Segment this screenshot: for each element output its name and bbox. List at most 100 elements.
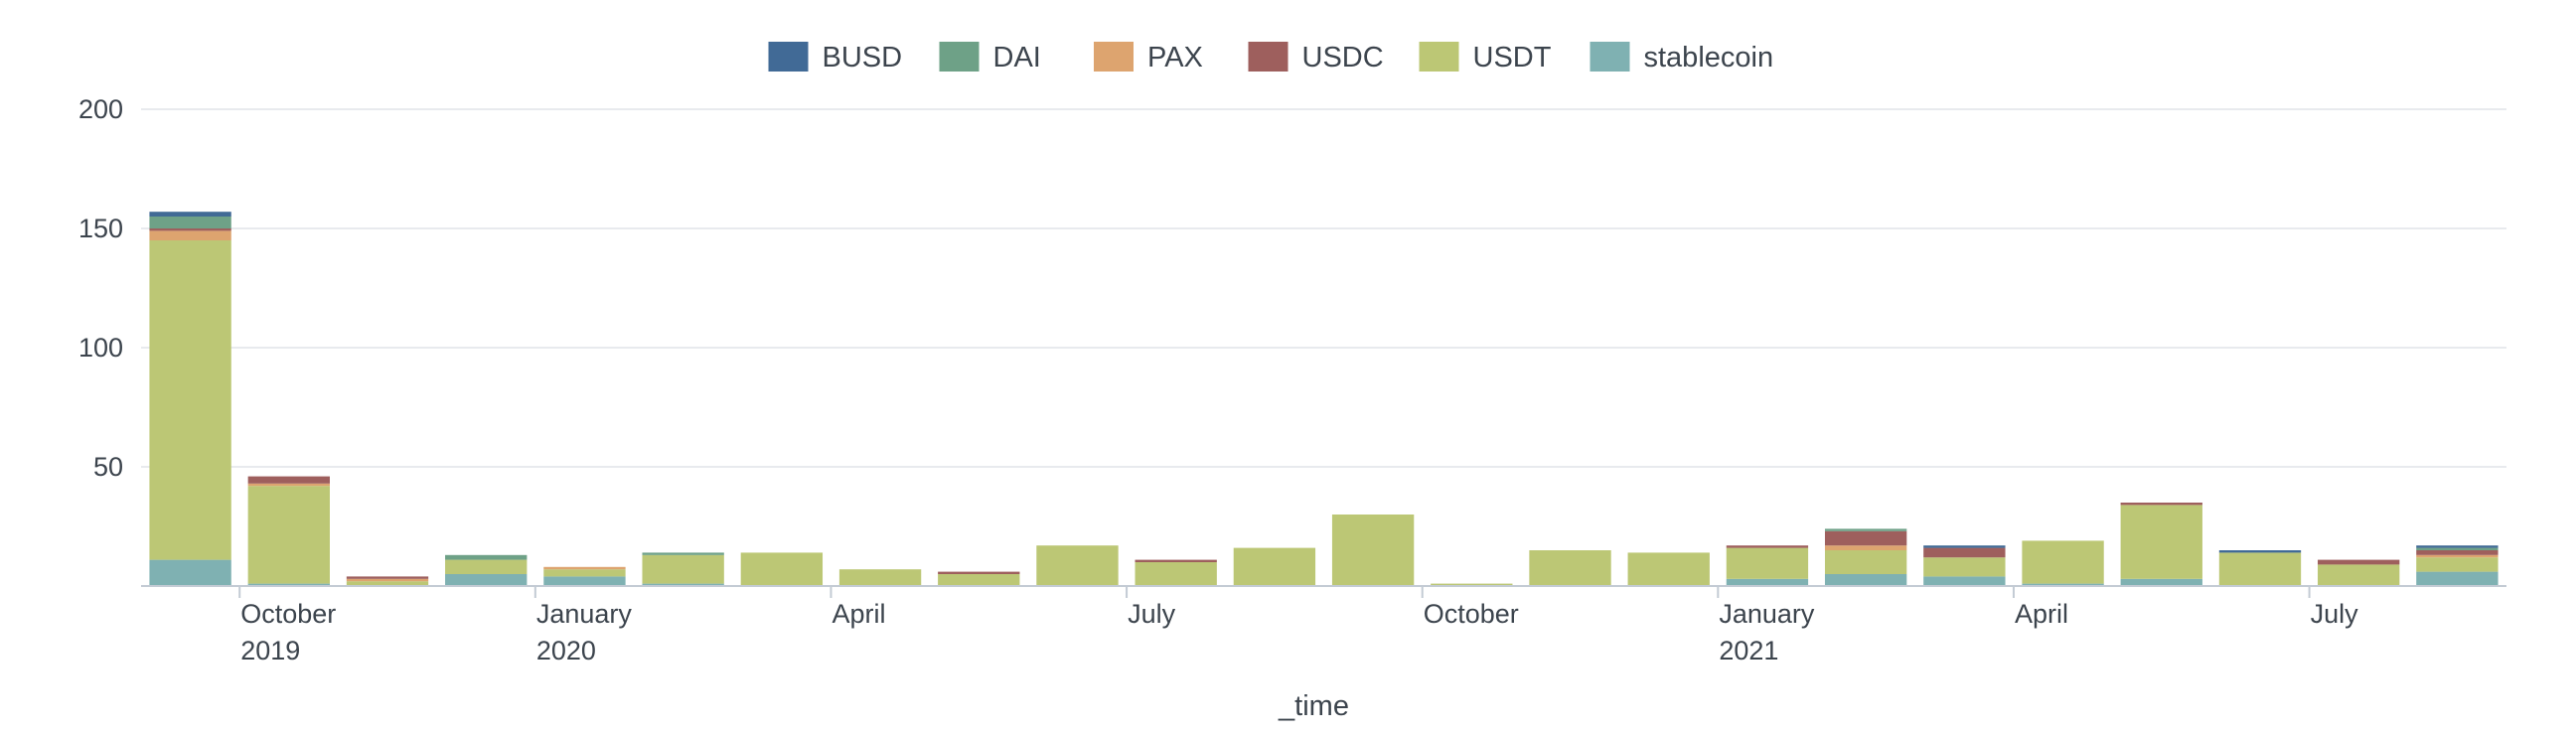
- bar-segment-dai[interactable]: [1824, 528, 1907, 531]
- bar-segment-busd[interactable]: [2218, 550, 2302, 553]
- legend-item-busd[interactable]: BUSD: [768, 42, 903, 74]
- legend-item-dai[interactable]: DAI: [939, 42, 1041, 74]
- bar-segment-usdt[interactable]: [2318, 564, 2400, 586]
- bar-stack-2020-11[interactable]: [1529, 550, 1611, 586]
- bar-stack-2020-02[interactable]: [642, 552, 724, 586]
- bar-segment-usdt[interactable]: [149, 240, 231, 560]
- bar-stack-2019-11[interactable]: [346, 576, 429, 586]
- bar-segment-usdt[interactable]: [1135, 562, 1217, 586]
- bar-segment-pax[interactable]: [2416, 554, 2499, 558]
- bar-segment-stablecoin[interactable]: [445, 574, 528, 586]
- bar-segment-pax[interactable]: [149, 230, 231, 240]
- bar-stack-2020-06[interactable]: [1036, 545, 1119, 586]
- bar-segment-pax[interactable]: [346, 578, 429, 582]
- bars: [149, 212, 2499, 586]
- x-tick-label: July: [1128, 599, 1176, 629]
- bar-segment-dai[interactable]: [642, 552, 724, 555]
- bar-segment-usdt[interactable]: [938, 574, 1020, 586]
- x-tick-label: October: [240, 599, 336, 629]
- bar-segment-usdt[interactable]: [1036, 545, 1119, 586]
- legend-item-usdt[interactable]: USDT: [1419, 42, 1552, 74]
- bar-segment-usdt[interactable]: [642, 554, 724, 584]
- bar-segment-usdc[interactable]: [2416, 550, 2499, 555]
- bar-segment-stablecoin[interactable]: [642, 583, 724, 586]
- bar-segment-usdt[interactable]: [740, 552, 824, 586]
- bar-stack-2020-07[interactable]: [1135, 559, 1217, 586]
- legend-item-pax[interactable]: PAX: [1094, 42, 1203, 74]
- bar-segment-busd[interactable]: [149, 212, 231, 217]
- bar-stack-2020-08[interactable]: [1233, 547, 1316, 586]
- bar-segment-usdc[interactable]: [1923, 547, 2006, 558]
- bar-stack-2021-03[interactable]: [1923, 545, 2006, 586]
- bar-segment-usdt[interactable]: [2022, 540, 2104, 584]
- bar-segment-usdc[interactable]: [2120, 503, 2202, 506]
- bar-stack-2021-08[interactable]: [2416, 545, 2499, 586]
- legend-item-stablecoin[interactable]: stablecoin: [1590, 42, 1774, 74]
- bar-stack-2021-07[interactable]: [2318, 559, 2400, 586]
- bar-segment-busd[interactable]: [2416, 545, 2499, 548]
- bar-segment-stablecoin[interactable]: [1726, 578, 1809, 586]
- bar-stack-2021-05[interactable]: [2120, 503, 2202, 586]
- bar-segment-usdc[interactable]: [1824, 530, 1907, 546]
- bar-segment-usdt[interactable]: [1331, 515, 1415, 586]
- bar-segment-usdt[interactable]: [1529, 550, 1611, 586]
- bar-stack-2019-12[interactable]: [445, 554, 528, 586]
- bar-segment-pax[interactable]: [247, 483, 330, 487]
- bar-segment-usdt[interactable]: [2120, 505, 2202, 579]
- bar-stack-2020-03[interactable]: [740, 552, 824, 586]
- bar-segment-dai[interactable]: [149, 217, 231, 228]
- bar-segment-usdt[interactable]: [2416, 557, 2499, 572]
- bar-stack-2021-02[interactable]: [1824, 528, 1907, 586]
- bar-stack-2020-10[interactable]: [1431, 583, 1513, 586]
- bar-segment-pax[interactable]: [1824, 545, 1907, 550]
- bar-segment-usdt[interactable]: [543, 569, 626, 577]
- legend-item-usdc[interactable]: USDC: [1248, 42, 1384, 74]
- bar-segment-stablecoin[interactable]: [1923, 576, 2006, 586]
- bar-segment-stablecoin[interactable]: [149, 559, 231, 586]
- bar-segment-usdt[interactable]: [346, 581, 429, 586]
- bar-stack-2021-01[interactable]: [1726, 545, 1809, 586]
- bar-segment-stablecoin[interactable]: [543, 576, 626, 586]
- legend-label: BUSD: [823, 42, 903, 74]
- bar-stack-2020-12[interactable]: [1627, 552, 1710, 586]
- bar-segment-usdc[interactable]: [1726, 545, 1809, 548]
- bar-segment-dai[interactable]: [2416, 547, 2499, 550]
- bar-stack-2020-04[interactable]: [838, 569, 922, 586]
- legend-swatch: [1094, 42, 1134, 72]
- bar-segment-stablecoin[interactable]: [2120, 578, 2202, 586]
- bar-segment-usdt[interactable]: [1726, 547, 1809, 579]
- bar-stack-2020-05[interactable]: [938, 571, 1020, 586]
- bar-segment-stablecoin[interactable]: [2022, 583, 2104, 586]
- bar-segment-stablecoin[interactable]: [1824, 574, 1907, 586]
- bar-segment-usdc[interactable]: [938, 571, 1020, 574]
- bar-segment-usdc[interactable]: [149, 228, 231, 231]
- legend-swatch: [768, 42, 809, 72]
- bar-segment-usdc[interactable]: [1135, 559, 1217, 562]
- bar-segment-stablecoin[interactable]: [247, 583, 330, 586]
- bar-segment-busd[interactable]: [1923, 545, 2006, 548]
- bar-segment-dai[interactable]: [445, 554, 528, 560]
- bar-stack-2019-09[interactable]: [149, 212, 231, 586]
- bar-segment-usdt[interactable]: [1431, 583, 1513, 586]
- bar-stack-2021-04[interactable]: [2022, 540, 2104, 586]
- bar-segment-usdt[interactable]: [2218, 552, 2302, 586]
- bar-segment-usdt[interactable]: [1233, 547, 1316, 586]
- bar-stack-2020-01[interactable]: [543, 566, 626, 586]
- bar-segment-usdt[interactable]: [445, 559, 528, 574]
- bar-stack-2020-09[interactable]: [1331, 515, 1415, 586]
- bar-segment-usdt[interactable]: [1923, 557, 2006, 577]
- bar-segment-usdt[interactable]: [838, 569, 922, 586]
- bar-segment-usdt[interactable]: [1824, 550, 1907, 574]
- bar-stack-2019-10[interactable]: [247, 476, 330, 586]
- bar-stack-2021-06[interactable]: [2218, 550, 2302, 586]
- bar-segment-usdt[interactable]: [1627, 552, 1710, 586]
- x-tick-label: October: [1424, 599, 1519, 629]
- bar-segment-pax[interactable]: [543, 566, 626, 570]
- bar-segment-stablecoin[interactable]: [2416, 571, 2499, 586]
- legend-swatch: [1248, 42, 1288, 72]
- bar-segment-usdc[interactable]: [247, 476, 330, 484]
- bar-segment-usdc[interactable]: [346, 576, 429, 579]
- bar-segment-usdt[interactable]: [247, 486, 330, 584]
- y-axis: 50 100 150 200: [78, 94, 123, 482]
- bar-segment-usdc[interactable]: [2318, 559, 2400, 565]
